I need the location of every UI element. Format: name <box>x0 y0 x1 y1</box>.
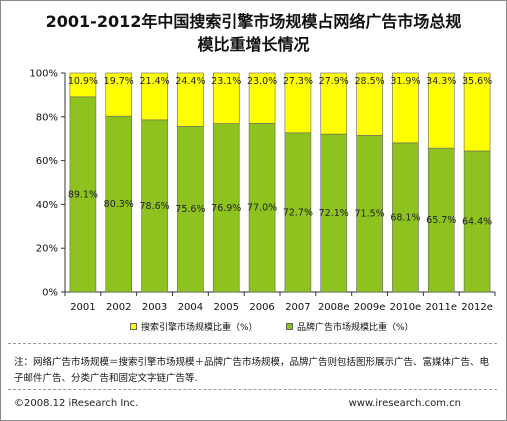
chart-title-line-1: 2001-2012年中国搜索引擎市场规模占网络广告市场总规 <box>45 12 462 31</box>
data-label-search: 28.5% <box>354 76 384 87</box>
data-label-search: 21.4% <box>139 76 169 87</box>
x-tick-label: 2002 <box>106 302 131 313</box>
bar-search <box>463 72 491 152</box>
data-label-brand: 89.1% <box>68 189 98 200</box>
x-tick-label: 2008e <box>318 302 350 313</box>
bar-search <box>69 72 97 98</box>
legend-label-brand: 品牌广告市场规模比重（%） <box>297 323 414 333</box>
chart-title-line-2: 模比重增长情况 <box>197 35 310 54</box>
y-tick-label: 100% <box>29 69 58 80</box>
data-label-brand: 71.5% <box>354 209 384 220</box>
bar-search <box>392 72 419 144</box>
legend-label-search: 搜索引擎市场规模比重（%） <box>141 323 258 333</box>
bar-brand <box>463 150 491 293</box>
bar-brand <box>105 115 133 293</box>
copyright-text: ©2008.12 iResearch Inc. <box>14 398 139 409</box>
legend-item-brand: 品牌广告市场规模比重（%） <box>286 320 414 333</box>
bar-brand <box>212 123 240 293</box>
bar-search <box>248 72 276 124</box>
divider-bottom <box>8 389 497 390</box>
x-tick-label: 2004 <box>178 302 203 313</box>
data-label-search: 27.3% <box>283 76 313 87</box>
x-tick-label: 2011e <box>425 302 457 313</box>
bar-search <box>105 72 133 117</box>
bar-brand <box>248 123 276 293</box>
bar-brand <box>177 126 204 293</box>
bar-brand <box>141 119 168 293</box>
bar-brand <box>320 133 348 293</box>
data-label-brand: 80.3% <box>104 199 134 210</box>
data-label-brand: 72.7% <box>283 207 313 218</box>
data-label-search: 10.9% <box>68 76 98 87</box>
data-label-brand: 78.6% <box>139 201 169 212</box>
y-tick-label: 40% <box>36 200 58 211</box>
data-label-search: 23.0% <box>247 76 277 87</box>
x-tick-label: 2005 <box>214 302 239 313</box>
legend-item-search: 搜索引擎市场规模比重（%） <box>130 320 258 333</box>
data-label-brand: 72.1% <box>319 208 349 219</box>
data-label-search: 31.9% <box>390 76 420 87</box>
website-link[interactable]: www.iresearch.com.cn <box>348 398 461 409</box>
y-tick-label: 0% <box>42 288 58 299</box>
data-label-search: 24.4% <box>175 76 205 87</box>
x-tick-label: 2006 <box>249 302 274 313</box>
bar-brand <box>69 96 97 293</box>
bar-search <box>177 72 204 127</box>
data-label-brand: 64.4% <box>462 216 492 227</box>
data-label-search: 35.6% <box>462 76 492 87</box>
bar-search <box>141 72 168 121</box>
bar-search <box>284 72 312 134</box>
data-label-brand: 65.7% <box>426 215 456 226</box>
x-tick-label: 2009e <box>354 302 386 313</box>
data-label-brand: 77.0% <box>247 203 277 214</box>
bar-brand <box>392 142 419 293</box>
x-tick-label: 2001 <box>70 302 95 313</box>
divider-top <box>8 343 497 344</box>
bar-brand <box>284 132 312 293</box>
data-label-search: 19.7% <box>104 76 134 87</box>
data-label-search: 23.1% <box>211 76 241 87</box>
data-label-search: 27.9% <box>319 76 349 87</box>
footnote: 注：网络广告市场规模＝搜索引擎市场规模＋品牌广告市场规模，品牌广告则包括图形展示… <box>14 357 490 384</box>
bar-search <box>320 72 348 135</box>
y-tick-label: 80% <box>36 112 58 123</box>
stacked-bar-chart: 0% 20% 40% 60% 80% 100% 89.1% 10.9% 2001 80.3% 19.… <box>29 69 496 313</box>
legend-swatch-brand <box>286 323 293 330</box>
x-tick-label: 2003 <box>142 302 167 313</box>
data-label-brand: 75.6% <box>175 204 205 215</box>
bar-brand <box>356 135 383 293</box>
bar-search <box>356 72 383 136</box>
y-tick-label: 20% <box>36 244 58 255</box>
x-tick-label: 2012e <box>461 302 493 313</box>
x-tick-label: 2010e <box>390 302 422 313</box>
bar-brand <box>427 147 455 293</box>
data-label-brand: 68.1% <box>390 212 420 223</box>
data-label-search: 34.3% <box>426 76 456 87</box>
legend-swatch-search <box>130 323 137 330</box>
bar-search <box>212 72 240 124</box>
x-tick-label: 2007 <box>285 302 310 313</box>
y-tick-label: 60% <box>36 156 58 167</box>
data-label-brand: 76.9% <box>211 203 241 214</box>
bar-search <box>427 72 455 149</box>
